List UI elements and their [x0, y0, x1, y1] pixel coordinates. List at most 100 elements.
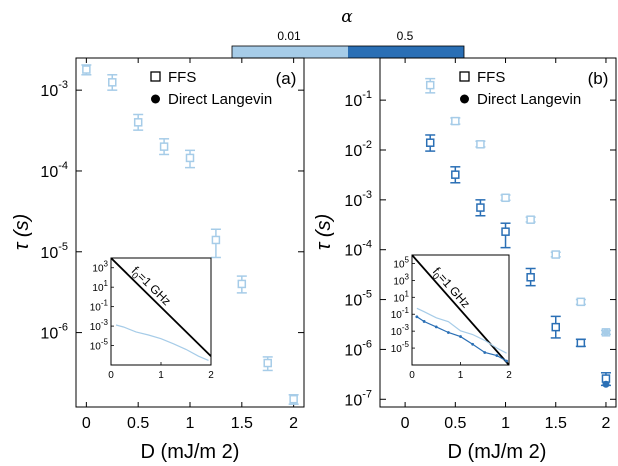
- inset-x-tick-label: 1: [458, 370, 464, 381]
- data-point-ffs: [263, 358, 272, 368]
- y-tick-label: 10-5: [40, 241, 68, 262]
- legend-ffs-marker: [459, 71, 470, 82]
- data-point-ffs: [476, 140, 485, 149]
- y-tick-label: 10-4: [40, 160, 68, 181]
- y-tick-label: 10-6: [40, 322, 68, 343]
- colorbar-title: α: [341, 7, 353, 27]
- y-tick-label: 10-3: [344, 189, 372, 210]
- x-tick-label: 0: [401, 415, 410, 432]
- inset-curve: [416, 316, 507, 362]
- panel-b-legend: FFS Direct Langevin: [459, 69, 581, 108]
- colorbar-label-high: 0.5: [397, 29, 414, 43]
- inset-y-tick-label: 10-3: [391, 323, 410, 338]
- inset-y-tick-label: 101: [393, 289, 409, 304]
- inset-y-tick-label: 10-1: [391, 306, 410, 321]
- inset-y-tick-label: 10-5: [90, 338, 109, 353]
- inset-point: [459, 335, 462, 338]
- x-tick-label: 2: [602, 415, 611, 432]
- data-point-ffs: [501, 227, 510, 236]
- inset-point: [505, 359, 508, 363]
- legend-direct-label: Direct Langevin: [477, 91, 581, 108]
- data-point-ffs: [82, 65, 91, 74]
- y-tick-label: 10-3: [40, 79, 68, 100]
- y-tick-label: 10-5: [344, 289, 372, 310]
- panel-a-legend: FFS Direct Langevin: [150, 69, 272, 108]
- panel-b-frame: [379, 57, 617, 408]
- data-point-ffs: [237, 279, 247, 289]
- data-point-ffs: [451, 170, 460, 179]
- inset-annotation: f0=1 GHz: [428, 264, 473, 312]
- x-tick-label: 2: [289, 415, 298, 432]
- inset-y-tick-label: 103: [393, 272, 409, 287]
- data-point-ffs: [425, 80, 435, 90]
- panel-b: 0 0.5 1 1.5 2 10-7 10-6 10-5 10-4 10-3 10-2 10-1 τ …: [313, 57, 617, 463]
- inset-x-tick-label: 0: [108, 370, 114, 381]
- inset-y-tick-label: 10-3: [90, 318, 109, 333]
- legend-ffs-label: FFS: [477, 69, 505, 86]
- data-point-ffs: [159, 142, 169, 151]
- data-point-ffs: [501, 193, 510, 203]
- panel-a-frame: [75, 57, 305, 408]
- inset-point: [434, 325, 438, 329]
- inset-x-tick-label: 1: [158, 370, 164, 381]
- data-point-ffs: [289, 394, 298, 404]
- inset-y-tick-label: 10-1: [90, 299, 109, 314]
- x-tick-label: 0.5: [127, 415, 149, 432]
- inset-x-tick-label: 2: [208, 370, 214, 381]
- x-tick-label: 1: [501, 415, 510, 432]
- inset-point: [495, 354, 499, 357]
- inset-y-tick-label: 101: [92, 279, 108, 294]
- data-point-ffs: [185, 153, 195, 163]
- x-tick-label: 0.5: [444, 415, 466, 432]
- data-point-ffs: [551, 250, 560, 259]
- y-tick-label: 10-7: [344, 388, 372, 409]
- data-point-ffs: [451, 116, 460, 126]
- inset-annotation: f0=1 GHz: [127, 264, 173, 310]
- data-point-ffs: [108, 78, 117, 87]
- panel-a-ylabel: τ (s): [11, 214, 33, 250]
- panel-a-inset: f0=1 GHz 0 1 2 103 101 10-1 10-3 10-5: [90, 257, 214, 381]
- panel-a: 0 0.5 1 1.5 2 10-6 10-5 10-4 10-3 τ (s) D (mJ/m …: [11, 57, 305, 463]
- colorbar-swatch-low: [232, 46, 348, 58]
- data-point-ffs: [576, 297, 586, 307]
- panel-b-label: (b): [588, 69, 609, 88]
- inset-curve: [115, 324, 209, 361]
- x-tick-label: 1: [186, 415, 195, 432]
- y-tick-label: 10-6: [344, 338, 372, 359]
- panel-b-xlabel: D (mJ/m 2): [448, 441, 547, 463]
- inset-y-tick-label: 105: [393, 255, 409, 270]
- colorbar: α 0.01 0.5: [231, 7, 465, 59]
- y-tick-label: 10-2: [344, 139, 372, 160]
- inset-point: [422, 320, 426, 323]
- inset-curve: [416, 307, 507, 354]
- data-point-direct: [602, 328, 610, 336]
- data-point-direct: [602, 380, 610, 388]
- panel-a-inset-frame: [110, 257, 212, 366]
- legend-ffs-marker: [150, 71, 161, 82]
- legend-ffs-label: FFS: [168, 69, 196, 86]
- data-point-ffs: [211, 235, 221, 245]
- panel-a-xlabel: D (mJ/m 2): [141, 441, 240, 463]
- colorbar-swatch-high: [348, 46, 464, 58]
- inset-point: [483, 351, 487, 354]
- data-point-ffs: [476, 203, 485, 212]
- inset-reference-line: [412, 255, 509, 365]
- data-point-ffs: [425, 138, 435, 147]
- x-tick-label: 1.5: [545, 415, 567, 432]
- legend-direct-marker: [460, 94, 469, 104]
- inset-y-tick-label: 103: [92, 260, 108, 275]
- inset-point: [446, 331, 450, 334]
- panel-a-label: (a): [276, 69, 297, 88]
- data-point-ffs: [526, 273, 535, 282]
- x-tick-label: 1.5: [231, 415, 253, 432]
- y-tick-label: 10-1: [344, 89, 372, 110]
- data-point-ffs: [576, 338, 586, 348]
- x-tick-label: 0: [82, 415, 91, 432]
- data-point-ffs: [526, 215, 535, 224]
- legend-direct-marker: [151, 94, 160, 104]
- inset-x-tick-label: 2: [506, 370, 512, 381]
- y-tick-label: 10-4: [344, 239, 372, 260]
- panel-b-inset: f0=1 GHz 0 1 2 105 103 101 10-1 10-3 10-5: [391, 254, 512, 381]
- legend-direct-label: Direct Langevin: [168, 91, 272, 108]
